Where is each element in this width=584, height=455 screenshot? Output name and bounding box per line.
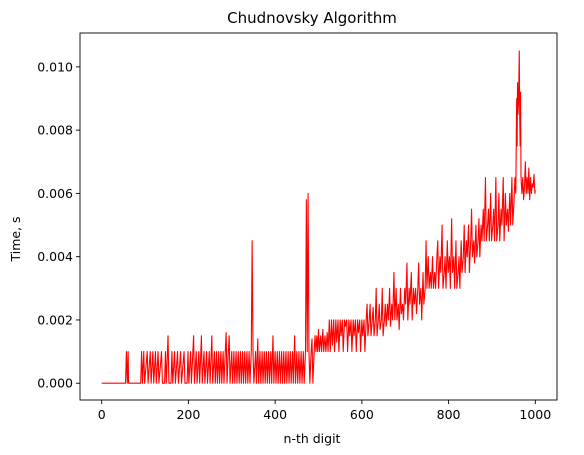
series-line-0 bbox=[101, 50, 536, 384]
plot-frame bbox=[79, 32, 558, 401]
x-axis: 0 200 400 600 800 1000 bbox=[98, 400, 551, 422]
y-tick-label: 0.008 bbox=[37, 123, 73, 138]
y-tick-label: 0.000 bbox=[37, 376, 73, 391]
x-tick-label: 600 bbox=[350, 407, 374, 422]
y-axis-label: Time, s bbox=[8, 216, 23, 262]
y-tick-label: 0.010 bbox=[37, 59, 73, 74]
x-tick-label: 800 bbox=[437, 407, 461, 422]
x-tick-label: 400 bbox=[263, 407, 287, 422]
x-axis-label: n-th digit bbox=[284, 431, 341, 446]
x-tick-label: 1000 bbox=[519, 407, 551, 422]
y-tick-label: 0.004 bbox=[37, 249, 73, 264]
x-tick-label: 0 bbox=[98, 407, 106, 422]
x-tick-label: 200 bbox=[176, 407, 200, 422]
y-axis: 0.000 0.002 0.004 0.006 0.008 0.010 bbox=[37, 59, 80, 391]
y-tick-label: 0.002 bbox=[37, 312, 73, 327]
plot-area bbox=[79, 32, 558, 401]
y-tick-label: 0.006 bbox=[37, 186, 73, 201]
chart-title: Chudnovsky Algorithm bbox=[227, 9, 397, 27]
